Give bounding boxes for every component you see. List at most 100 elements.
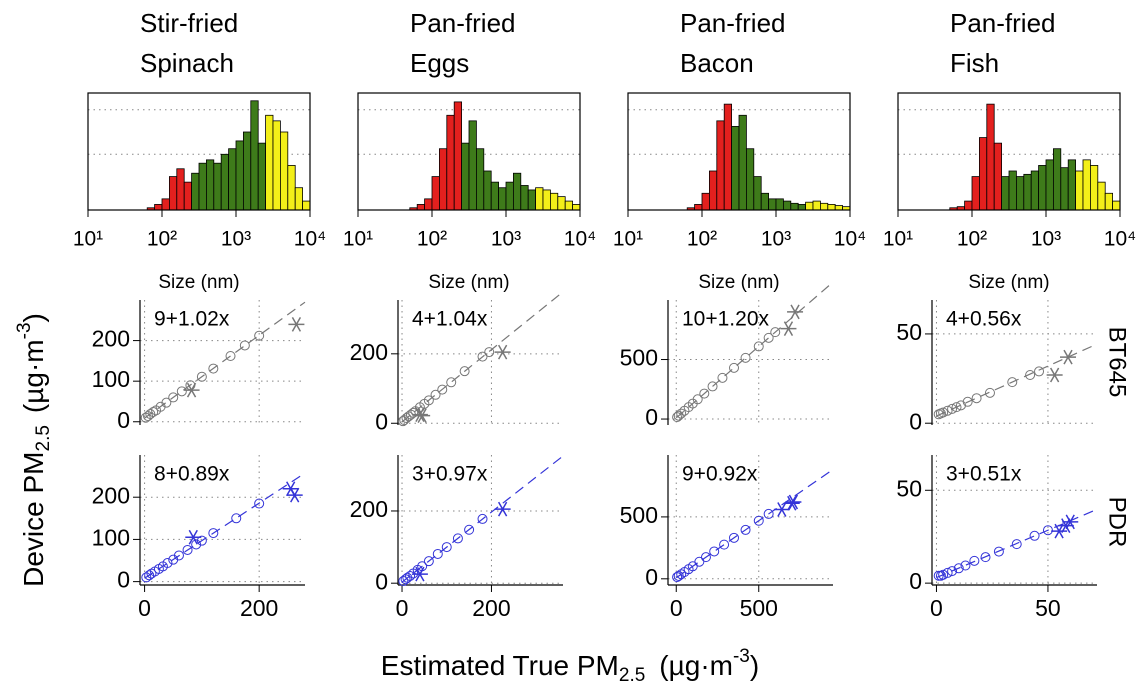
data-point bbox=[254, 498, 265, 509]
data-point-star bbox=[411, 407, 428, 422]
histogram-bar bbox=[1052, 148, 1062, 211]
data-point bbox=[141, 572, 152, 583]
data-point bbox=[969, 555, 980, 566]
y-tick-label: 0 bbox=[117, 567, 130, 593]
y-tick-label: 100 bbox=[92, 524, 130, 550]
data-point bbox=[484, 347, 495, 358]
data-point-star bbox=[185, 529, 202, 545]
y-tick-label: 0 bbox=[375, 568, 388, 594]
histogram-bar bbox=[1082, 159, 1091, 211]
label-superscript: -3 bbox=[14, 322, 35, 339]
data-point bbox=[719, 539, 730, 550]
data-point bbox=[729, 532, 739, 543]
histogram-bar bbox=[572, 204, 581, 211]
histogram-bar bbox=[468, 120, 477, 211]
data-point bbox=[753, 515, 764, 526]
data-point bbox=[1011, 539, 1022, 550]
data-point bbox=[942, 567, 953, 578]
histogram-bar bbox=[461, 142, 470, 211]
histogram-bar bbox=[775, 198, 784, 211]
x-tick-label: 10² bbox=[147, 228, 177, 251]
data-point bbox=[408, 407, 419, 418]
label-part: ) bbox=[750, 650, 759, 681]
x-tick-label: 10⁴ bbox=[1104, 228, 1136, 251]
histogram-bar bbox=[550, 192, 559, 211]
panel-title: Fish bbox=[950, 48, 999, 78]
histogram-bar bbox=[971, 176, 980, 211]
data-point bbox=[168, 392, 179, 403]
data-point bbox=[432, 548, 443, 559]
histogram-bar bbox=[745, 148, 755, 211]
fit-line bbox=[675, 281, 834, 419]
data-point bbox=[1029, 530, 1040, 541]
data-point bbox=[452, 533, 463, 544]
x-tick-label: 10³ bbox=[491, 228, 521, 251]
data-point-star bbox=[1051, 523, 1068, 539]
histogram-bar bbox=[512, 172, 522, 211]
data-point bbox=[1042, 525, 1053, 536]
data-point bbox=[239, 340, 250, 351]
histogram-bar bbox=[768, 198, 777, 211]
x-axis-label: Estimated True PM2.5 (µg·m-3) bbox=[381, 646, 759, 686]
histogram-bar bbox=[1112, 200, 1121, 211]
histogram-bar bbox=[1097, 181, 1106, 211]
fit-label: 9+1.02x bbox=[154, 308, 230, 331]
data-point bbox=[960, 560, 971, 571]
data-point bbox=[441, 542, 452, 553]
histogram-bar bbox=[986, 103, 995, 211]
data-point bbox=[942, 405, 953, 416]
data-point-star bbox=[1046, 367, 1063, 383]
data-point bbox=[717, 372, 728, 383]
histogram-bar bbox=[280, 131, 289, 211]
row-label: BT645 bbox=[1104, 327, 1131, 398]
data-point bbox=[1007, 377, 1018, 388]
histogram-bar bbox=[1015, 176, 1025, 211]
data-point bbox=[933, 570, 944, 581]
histogram-bar bbox=[453, 101, 463, 211]
y-tick-label: 0 bbox=[117, 407, 130, 433]
panel-title: Bacon bbox=[680, 48, 754, 78]
data-point-star bbox=[286, 487, 303, 503]
histogram-bar bbox=[154, 204, 163, 211]
y-tick-label: 100 bbox=[92, 366, 130, 392]
histogram-bar bbox=[257, 142, 267, 211]
x-tick-label: 500 bbox=[740, 595, 778, 621]
x-axis-label: Size (nm) bbox=[158, 272, 239, 293]
histogram-bar bbox=[535, 187, 544, 211]
data-point bbox=[740, 352, 751, 363]
fit-label: 3+0.51x bbox=[946, 463, 1022, 486]
histogram-bar bbox=[723, 103, 733, 211]
data-point bbox=[231, 513, 242, 524]
data-point bbox=[208, 528, 219, 539]
label-part: (µg·m bbox=[18, 339, 49, 413]
histogram-bar bbox=[235, 140, 244, 211]
histogram-bar bbox=[993, 142, 1003, 211]
data-point bbox=[971, 393, 982, 404]
x-tick-label: 0 bbox=[670, 595, 683, 621]
fit-line bbox=[675, 468, 834, 579]
histogram-bar bbox=[302, 200, 311, 211]
x-tick-label: 10¹ bbox=[73, 228, 103, 251]
y-axis-label: Device PM2.5 (µg·m-3) bbox=[14, 313, 54, 587]
histogram-bar bbox=[557, 196, 566, 211]
data-point bbox=[676, 408, 687, 419]
histogram-bar bbox=[176, 168, 185, 211]
histogram-bar bbox=[964, 200, 973, 211]
histogram-bar bbox=[709, 170, 718, 211]
histogram-bar bbox=[520, 185, 529, 211]
data-point bbox=[145, 409, 156, 420]
x-tick-label: 10¹ bbox=[883, 228, 913, 251]
data-point bbox=[1025, 370, 1036, 380]
label-subscript: 2.5 bbox=[33, 425, 54, 451]
data-point bbox=[1034, 366, 1045, 377]
x-tick-label: 10² bbox=[957, 228, 987, 251]
data-point bbox=[729, 362, 739, 373]
data-point-star bbox=[288, 316, 305, 332]
histogram-bar bbox=[1090, 165, 1099, 211]
data-point-star bbox=[411, 566, 428, 582]
data-point-star bbox=[414, 408, 431, 423]
histogram-bar bbox=[490, 181, 499, 211]
y-tick-label: 500 bbox=[620, 345, 658, 371]
data-point bbox=[477, 351, 488, 362]
